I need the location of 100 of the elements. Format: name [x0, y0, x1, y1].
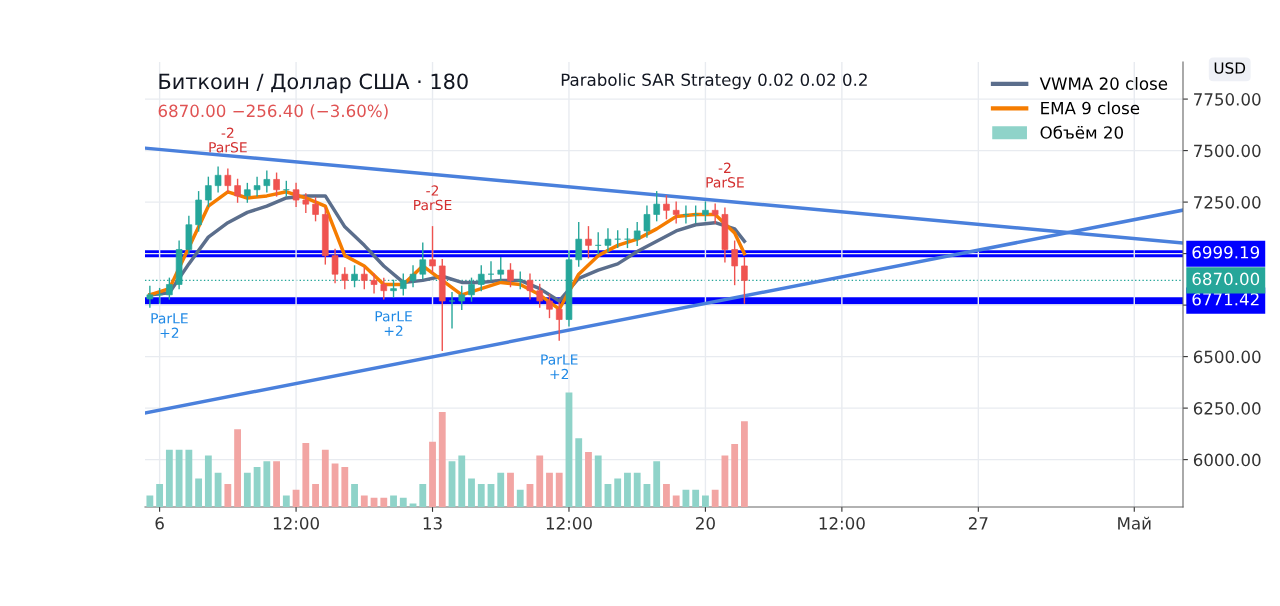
bar	[224, 484, 232, 507]
candlestick	[585, 226, 592, 259]
candlestick	[273, 172, 280, 197]
bar	[302, 442, 310, 507]
annotation: ParLE +2	[541, 354, 578, 380]
text: 6870.00 −256.40 (−3.60%)	[158, 104, 388, 120]
x-tick-label: 20	[696, 517, 715, 530]
bar	[165, 449, 173, 507]
annotation: Parabolic SAR Strategy 0.02 0.02 0.2	[561, 73, 867, 90]
y-tick-label: 6250.00	[1193, 402, 1261, 415]
candlestick	[575, 221, 582, 267]
bar	[234, 429, 241, 507]
candlestick	[380, 277, 388, 300]
candlestick	[146, 285, 154, 308]
candlestick	[244, 182, 251, 203]
bar	[516, 489, 524, 507]
x-tick-label: 6	[155, 517, 164, 530]
candlestick	[253, 176, 261, 197]
x-tick-label: 12:00	[819, 517, 865, 530]
bar	[263, 461, 271, 507]
candlestick	[419, 242, 427, 280]
bar	[536, 455, 544, 507]
bar	[458, 455, 466, 507]
bar	[156, 484, 164, 507]
annotation: -2 ParSE	[414, 185, 452, 211]
bar	[575, 438, 583, 507]
candlestick	[711, 203, 719, 224]
legend-label: EMA 9 close	[1041, 101, 1140, 115]
bar	[672, 495, 680, 507]
bar	[273, 461, 280, 507]
bar	[390, 495, 397, 507]
bar	[341, 466, 349, 507]
bar	[175, 449, 183, 507]
bar	[399, 497, 407, 507]
x-tick-label: 12:00	[546, 517, 592, 530]
bar	[711, 489, 719, 507]
candlestick	[633, 221, 641, 247]
candlestick	[292, 182, 300, 207]
candlestick	[429, 226, 436, 273]
candlestick	[731, 240, 738, 286]
y-axis-title: USD	[1214, 62, 1246, 74]
candlestick	[263, 170, 271, 193]
bar	[663, 484, 670, 507]
bar	[614, 478, 622, 507]
x-tick-label: 13	[423, 517, 442, 530]
ref-line-label: 6870.00	[1192, 272, 1260, 286]
legend-label: Объём 20	[1040, 125, 1124, 139]
bar	[624, 472, 631, 507]
candlestick	[409, 265, 417, 288]
bar	[146, 495, 154, 507]
bar	[741, 421, 748, 507]
candlestick	[331, 248, 339, 284]
candlestick	[458, 285, 466, 310]
candlestick	[507, 263, 514, 288]
candlestick	[643, 205, 651, 238]
text: Биткоин / Доллар США · 180	[159, 73, 468, 94]
candlestick	[234, 178, 241, 203]
candlestick	[672, 201, 680, 224]
candlestick	[341, 267, 349, 290]
x-tick-label: Май	[1118, 516, 1151, 530]
bar	[214, 472, 222, 507]
annotation: -2 ParSE	[706, 162, 744, 188]
bar	[282, 495, 290, 507]
bar	[702, 495, 709, 507]
candlestick	[741, 257, 748, 304]
bar	[360, 495, 368, 507]
bar	[594, 455, 602, 507]
bar	[195, 478, 203, 507]
y-tick-label: 6500.00	[1193, 350, 1261, 364]
y-tick-label: 7750.00	[1194, 93, 1261, 106]
bar	[312, 484, 319, 507]
candlestick	[361, 267, 368, 290]
annotation: ParLE +2	[375, 311, 412, 336]
candlestick	[400, 273, 407, 296]
candlestick	[370, 273, 378, 294]
candlestick	[302, 193, 310, 214]
bar	[185, 449, 193, 507]
annotation: -2 ParSE	[209, 127, 247, 153]
candlestick	[536, 283, 544, 308]
candlestick	[653, 191, 660, 222]
bar	[633, 472, 641, 507]
candlestick	[214, 166, 222, 193]
bar	[497, 472, 505, 507]
bar	[477, 484, 485, 507]
bar	[546, 472, 553, 507]
x-tick-label: 27	[968, 517, 988, 530]
bar	[351, 484, 358, 507]
bar	[653, 461, 661, 507]
bar	[419, 484, 427, 507]
ref-line-label: 6771.42	[1192, 292, 1259, 306]
candlestick	[604, 228, 612, 253]
bar	[243, 472, 251, 507]
candlestick	[546, 294, 553, 319]
candlestick	[205, 176, 212, 207]
candlestick	[526, 273, 534, 300]
bar	[692, 489, 700, 507]
legend-label: VWMA 20 close	[1039, 77, 1168, 90]
candlestick	[555, 302, 563, 341]
candlestick	[448, 292, 456, 329]
bar	[380, 497, 388, 507]
